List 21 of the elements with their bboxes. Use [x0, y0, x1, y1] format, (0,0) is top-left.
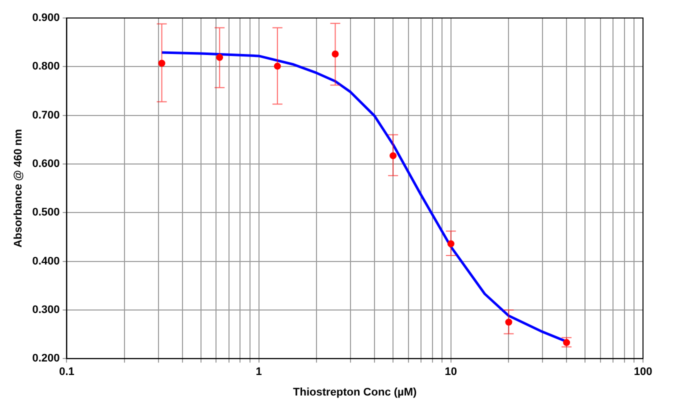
point — [390, 152, 397, 160]
y-tick-label: 0.600 — [32, 158, 60, 170]
x-tick-label: 10 — [444, 366, 458, 378]
point — [216, 54, 224, 61]
y-tick-label: 0.900 — [32, 12, 60, 24]
x-tick-label: 100 — [634, 366, 652, 378]
point — [505, 318, 512, 326]
point — [158, 60, 166, 67]
y-tick-label: 0.400 — [32, 255, 60, 268]
point — [447, 240, 454, 248]
y-tick-label: 0.800 — [32, 60, 60, 73]
y-axis-title: Absorbance @ 460 nm — [12, 128, 25, 248]
y-tick-label: 0.300 — [32, 304, 60, 316]
y-tick-label: 0.200 — [32, 352, 60, 365]
x-tick-label: 1 — [256, 366, 262, 378]
x-tick-label: 0.1 — [59, 366, 74, 378]
point — [332, 50, 339, 58]
x-axis-title: Thiostrepton Conc (µM) — [293, 386, 418, 398]
y-tick-label: 0.700 — [32, 109, 60, 122]
point — [274, 62, 281, 70]
y-tick-label: 0.500 — [32, 206, 60, 219]
